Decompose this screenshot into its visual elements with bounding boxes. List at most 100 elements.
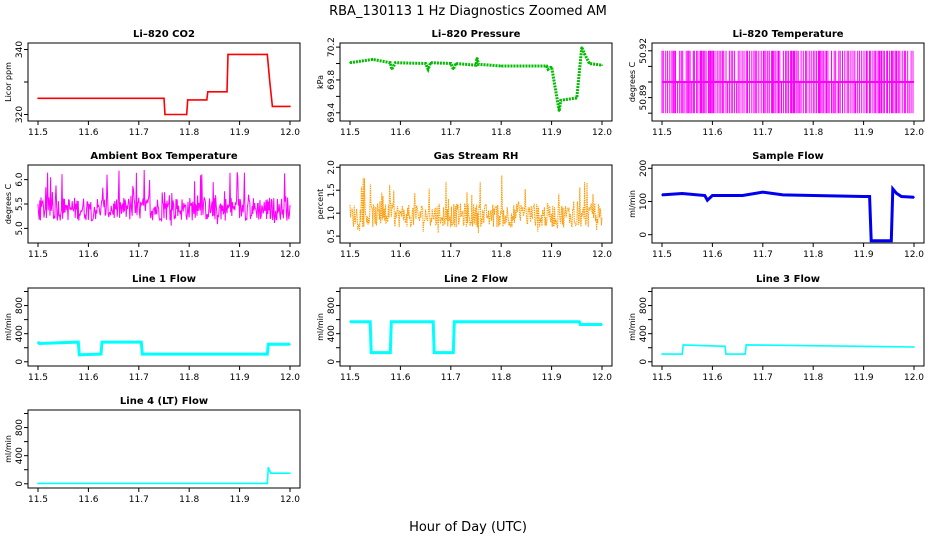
series-line — [37, 169, 291, 226]
data-point — [581, 46, 583, 48]
x-tick-label: 11.5 — [652, 250, 672, 260]
data-point — [892, 188, 894, 190]
data-point — [704, 194, 706, 197]
data-point — [371, 58, 374, 61]
data-point — [558, 110, 560, 112]
x-tick-label: 11.6 — [390, 250, 410, 260]
x-tick-label: 11.6 — [390, 373, 410, 383]
x-tick-label: 11.6 — [390, 128, 410, 138]
x-tick-label: 11.6 — [78, 250, 98, 260]
panel-title: Sample Flow — [752, 151, 824, 162]
x-tick-label: 11.9 — [854, 250, 874, 260]
data-point — [588, 62, 591, 65]
data-point — [450, 62, 452, 65]
x-tick-label: 12.0 — [280, 495, 300, 505]
x-tick-label: 11.5 — [652, 128, 672, 138]
y-tick-label: 0.5 — [327, 229, 337, 243]
y-tick-label: 400 — [327, 325, 337, 342]
data-point — [711, 194, 714, 197]
data-point — [226, 90, 228, 93]
x-tick-label: 11.7 — [753, 250, 773, 260]
data-point — [370, 351, 372, 354]
data-point — [101, 341, 103, 343]
data-point — [578, 320, 581, 323]
data-point — [427, 68, 429, 71]
series-line — [38, 53, 290, 116]
x-tick-label: 12.0 — [904, 128, 924, 138]
x-tick-label: 11.7 — [753, 128, 773, 138]
data-point — [227, 53, 229, 56]
y-tick-label: 340 — [15, 41, 25, 58]
data-point — [870, 239, 872, 242]
data-point — [706, 199, 709, 201]
data-point — [601, 323, 603, 326]
y-axis-label: kPa — [316, 75, 325, 89]
data-point — [895, 192, 898, 195]
panel-5: Gas Stream RH percent 11.5 11.6 11.7 11.8 11.9… — [316, 151, 613, 260]
data-point — [271, 105, 274, 108]
x-tick-label: 11.6 — [78, 495, 98, 505]
x-tick-label: 11.9 — [854, 373, 874, 383]
data-point — [579, 323, 582, 326]
figure-title: RBA_130113 1 Hz Diagnostics Zoomed AM — [329, 4, 607, 19]
data-point — [782, 194, 784, 196]
y-axis-label: ml/min — [316, 313, 325, 341]
data-point — [868, 195, 871, 198]
data-point — [661, 194, 663, 196]
x-tick-label: 11.8 — [803, 373, 823, 383]
y-tick-label: 800 — [639, 297, 649, 314]
x-tick-label: 11.9 — [854, 128, 874, 138]
x-tick-label: 11.8 — [179, 250, 199, 260]
plot-frame — [27, 287, 301, 367]
y-tick-label: 50.92 — [639, 38, 649, 64]
panel-4: Ambient Box Temperature degrees C 11.5 11.6… — [4, 151, 301, 260]
data-point — [163, 97, 165, 100]
y-tick-label: 0 — [15, 481, 25, 487]
x-tick-label: 11.6 — [702, 373, 722, 383]
panel-title: Li–820 Temperature — [732, 29, 843, 40]
data-point — [812, 194, 814, 197]
y-tick-label: 800 — [15, 419, 25, 436]
x-tick-label: 11.9 — [542, 128, 562, 138]
x-tick-label: 12.0 — [592, 250, 612, 260]
panel-6: Sample Flow ml/min 11.5 11.6 11.7 11.8 11.9 12.… — [628, 151, 925, 260]
x-tick-label: 11.9 — [230, 373, 250, 383]
y-tick-label: 200 — [639, 159, 649, 176]
plot-frame — [339, 287, 613, 367]
figure-x-axis-label: Hour of Day (UTC) — [409, 520, 527, 535]
y-tick-label: 5.0 — [15, 221, 25, 236]
data-point — [429, 61, 432, 64]
data-point — [725, 353, 727, 355]
x-tick-label: 11.5 — [28, 128, 48, 138]
x-tick-label: 11.5 — [340, 250, 360, 260]
x-tick-label: 12.0 — [280, 373, 300, 383]
y-tick-label: 800 — [327, 297, 337, 314]
data-point — [681, 192, 683, 195]
x-tick-label: 11.6 — [78, 373, 98, 383]
x-tick-label: 11.6 — [702, 250, 722, 260]
data-point — [477, 63, 480, 66]
data-point — [37, 341, 39, 343]
panel-title: Line 4 (LT) Flow — [120, 396, 208, 407]
data-point — [432, 320, 434, 323]
x-tick-label: 11.7 — [129, 495, 149, 505]
data-point — [270, 472, 272, 475]
data-point — [900, 195, 903, 198]
y-tick-label: 2.0 — [327, 160, 337, 175]
data-point — [913, 346, 915, 348]
x-tick-label: 12.0 — [592, 373, 612, 383]
x-tick-label: 11.5 — [340, 373, 360, 383]
data-point — [601, 64, 603, 66]
y-tick-label: 70.2 — [327, 37, 337, 57]
y-tick-label: 69.8 — [327, 70, 337, 90]
data-point — [394, 61, 397, 64]
data-point — [38, 342, 41, 345]
data-point — [550, 66, 553, 68]
data-point — [289, 472, 291, 475]
data-point — [207, 90, 209, 93]
data-point — [681, 353, 683, 355]
x-tick-label: 11.9 — [542, 250, 562, 260]
series-line — [662, 344, 915, 355]
x-tick-label: 11.8 — [179, 128, 199, 138]
x-tick-label: 11.9 — [230, 495, 250, 505]
